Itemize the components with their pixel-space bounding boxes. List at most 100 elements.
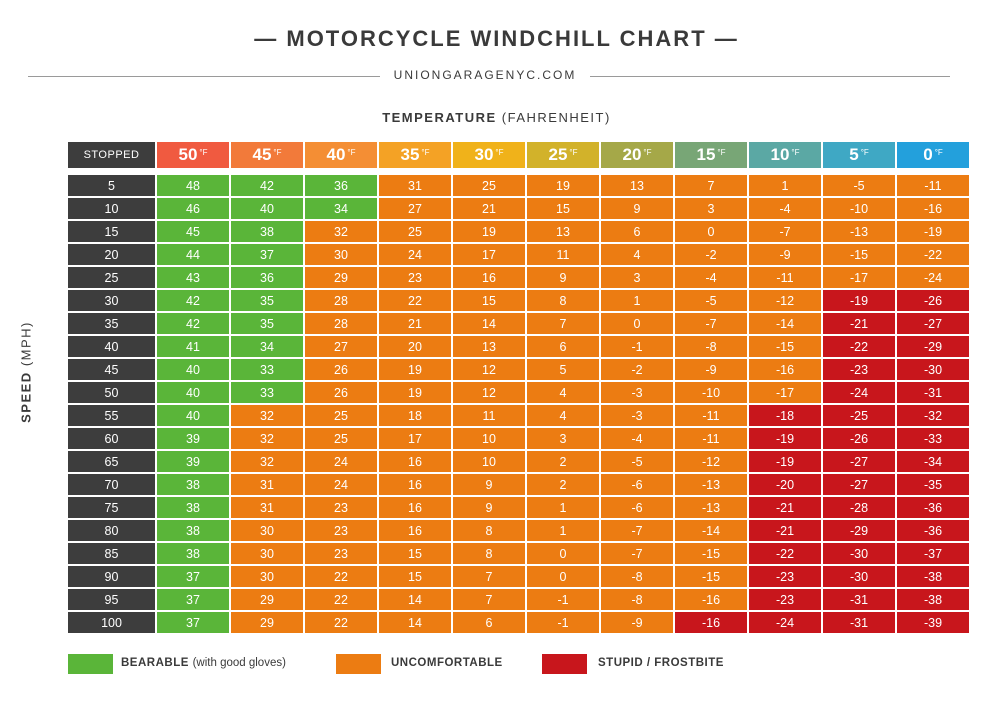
windchill-cell: -23 xyxy=(749,589,821,610)
windchill-cell: 6 xyxy=(601,221,673,242)
windchill-cell: 35 xyxy=(231,313,303,334)
windchill-cell: -14 xyxy=(675,520,747,541)
windchill-cell: 25 xyxy=(453,175,525,196)
windchill-cell: -4 xyxy=(749,198,821,219)
windchill-cell: -32 xyxy=(897,405,969,426)
windchill-cell: -21 xyxy=(823,313,895,334)
windchill-cell: 41 xyxy=(157,336,229,357)
windchill-cell: 44 xyxy=(157,244,229,265)
legend-item-frostbite: STUPID / FROSTBITE xyxy=(598,657,724,669)
windchill-cell: -2 xyxy=(675,244,747,265)
windchill-cell: 37 xyxy=(157,566,229,587)
windchill-cell: -4 xyxy=(601,428,673,449)
windchill-cell: -21 xyxy=(749,520,821,541)
windchill-cell: 31 xyxy=(379,175,451,196)
windchill-cell: 1 xyxy=(749,175,821,196)
windchill-cell: -16 xyxy=(749,359,821,380)
windchill-cell: -10 xyxy=(675,382,747,403)
windchill-cell: -9 xyxy=(675,359,747,380)
windchill-cell: -24 xyxy=(749,612,821,633)
windchill-cell: -11 xyxy=(749,267,821,288)
windchill-cell: 24 xyxy=(379,244,451,265)
windchill-cell: -13 xyxy=(823,221,895,242)
windchill-cell: 23 xyxy=(305,520,377,541)
windchill-cell: 0 xyxy=(675,221,747,242)
windchill-cell: 16 xyxy=(379,451,451,472)
speed-row-header: 100 xyxy=(68,612,155,633)
windchill-cell: -23 xyxy=(749,566,821,587)
windchill-cell: 17 xyxy=(453,244,525,265)
temperature-header: 30 °F xyxy=(453,142,525,168)
windchill-cell: 42 xyxy=(157,313,229,334)
windchill-cell: -16 xyxy=(675,612,747,633)
windchill-cell: -19 xyxy=(897,221,969,242)
windchill-cell: 32 xyxy=(231,428,303,449)
windchill-cell: 38 xyxy=(157,497,229,518)
windchill-cell: 11 xyxy=(527,244,599,265)
legend-label-bearable: BEARABLE xyxy=(121,657,189,669)
speed-row-header: 70 xyxy=(68,474,155,495)
windchill-cell: 0 xyxy=(527,543,599,564)
windchill-cell: -7 xyxy=(675,313,747,334)
windchill-cell: 22 xyxy=(379,290,451,311)
windchill-cell: 39 xyxy=(157,451,229,472)
windchill-cell: 32 xyxy=(231,405,303,426)
speed-row-header: 40 xyxy=(68,336,155,357)
windchill-cell: 8 xyxy=(453,543,525,564)
windchill-cell: 42 xyxy=(231,175,303,196)
windchill-cell: 26 xyxy=(305,382,377,403)
windchill-cell: 34 xyxy=(231,336,303,357)
windchill-cell: -19 xyxy=(749,451,821,472)
windchill-cell: 19 xyxy=(527,175,599,196)
legend-item-bearable: BEARABLE (with good gloves) xyxy=(121,657,286,669)
windchill-cell: 42 xyxy=(157,290,229,311)
windchill-cell: -33 xyxy=(897,428,969,449)
windchill-cell: 27 xyxy=(379,198,451,219)
windchill-cell: -1 xyxy=(527,589,599,610)
windchill-cell: -9 xyxy=(749,244,821,265)
windchill-cell: -15 xyxy=(675,566,747,587)
site-url: UNIONGARAGENYC.COM xyxy=(393,68,577,82)
windchill-cell: -30 xyxy=(897,359,969,380)
windchill-cell: 48 xyxy=(157,175,229,196)
windchill-cell: 13 xyxy=(453,336,525,357)
windchill-cell: 10 xyxy=(453,428,525,449)
windchill-cell: 45 xyxy=(157,221,229,242)
windchill-cell: 15 xyxy=(527,198,599,219)
windchill-cell: -21 xyxy=(749,497,821,518)
windchill-cell: 3 xyxy=(601,267,673,288)
windchill-cell: -15 xyxy=(749,336,821,357)
windchill-cell: -25 xyxy=(823,405,895,426)
windchill-cell: -15 xyxy=(675,543,747,564)
windchill-cell: 15 xyxy=(379,543,451,564)
windchill-cell: 16 xyxy=(379,497,451,518)
legend-item-uncomfortable: UNCOMFORTABLE xyxy=(391,657,503,669)
windchill-cell: -7 xyxy=(601,520,673,541)
windchill-cell: 21 xyxy=(379,313,451,334)
windchill-cell: -36 xyxy=(897,520,969,541)
windchill-cell: 9 xyxy=(453,497,525,518)
speed-row-header: 35 xyxy=(68,313,155,334)
windchill-cell: 18 xyxy=(379,405,451,426)
title-rule-right xyxy=(590,76,950,77)
windchill-cell: 34 xyxy=(305,198,377,219)
windchill-cell: 30 xyxy=(231,566,303,587)
windchill-cell: 22 xyxy=(305,612,377,633)
temperature-header: 25 °F xyxy=(527,142,599,168)
windchill-cell: -24 xyxy=(823,382,895,403)
temperature-header: 15 °F xyxy=(675,142,747,168)
temperature-axis-strong: TEMPERATURE xyxy=(382,110,497,125)
windchill-cell: -10 xyxy=(823,198,895,219)
windchill-cell: -26 xyxy=(897,290,969,311)
windchill-cell: -23 xyxy=(823,359,895,380)
windchill-cell: -4 xyxy=(675,267,747,288)
windchill-cell: 24 xyxy=(305,474,377,495)
speed-row-header: 25 xyxy=(68,267,155,288)
windchill-cell: 32 xyxy=(231,451,303,472)
windchill-cell: 23 xyxy=(379,267,451,288)
windchill-cell: 6 xyxy=(527,336,599,357)
windchill-cell: 2 xyxy=(527,451,599,472)
windchill-cell: 38 xyxy=(157,520,229,541)
windchill-cell: 30 xyxy=(305,244,377,265)
windchill-cell: -37 xyxy=(897,543,969,564)
